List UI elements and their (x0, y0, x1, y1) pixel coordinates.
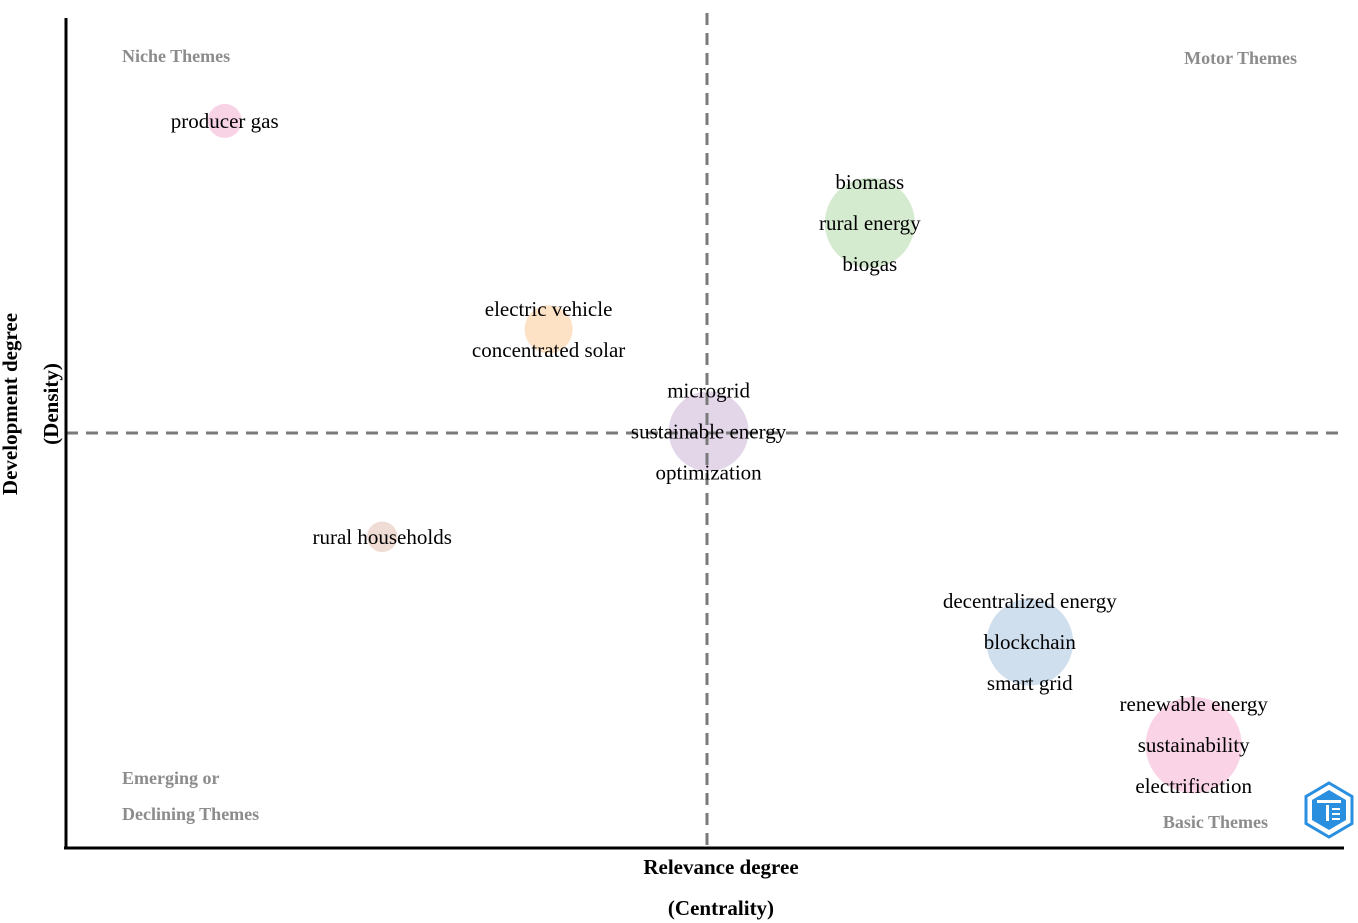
y-axis-title-line2: (Density) (39, 363, 63, 445)
quadrant-label-emerging-line2: Declining Themes (122, 804, 259, 824)
cluster-label-microgrid-2: optimization (656, 460, 763, 484)
bubble-rural-households (367, 521, 398, 552)
cluster-label-decentralized-energy-2: smart grid (987, 671, 1073, 695)
cluster-label-layer: producer gas biomass rural energy biogas ele… (171, 109, 1269, 798)
quadrant-label-niche: Niche Themes (122, 46, 230, 66)
bubble-electric-vehicle (524, 305, 573, 354)
cluster-label-renewable-energy-0: renewable energy (1120, 692, 1269, 716)
cluster-label-biomass-1: rural energy (819, 211, 921, 235)
cluster-label-electric-vehicle-1: concentrated solar (472, 338, 625, 362)
cluster-label-producer-gas-0: producer gas (171, 109, 279, 133)
cluster-label-electric-vehicle-0: electric vehicle (485, 297, 613, 321)
cluster-label-rural-households-0: rural households (312, 525, 451, 549)
cluster-label-biomass-0: biomass (835, 170, 904, 194)
bubble-biomass (824, 178, 915, 268)
cluster-label-microgrid-0: microgrid (667, 378, 750, 402)
cluster-label-renewable-energy-1: sustainability (1138, 733, 1250, 757)
quadrant-label-basic: Basic Themes (1163, 812, 1268, 832)
x-axis-title-line1: Relevance degree (643, 855, 798, 879)
cluster-label-microgrid-1: sustainable energy (631, 419, 787, 443)
quadrant-label-motor: Motor Themes (1184, 48, 1297, 68)
bubble-renewable-energy (1145, 697, 1242, 794)
bubble-microgrid (668, 391, 749, 472)
logo-icon (1304, 781, 1354, 839)
cluster-label-renewable-energy-2: electrification (1135, 774, 1252, 798)
quadrant-label-emerging-line1: Emerging or (122, 768, 219, 788)
y-axis-title-line1: Development degree (0, 313, 22, 495)
cluster-label-decentralized-energy-0: decentralized energy (943, 589, 1117, 613)
bubble-layer (207, 103, 1242, 794)
bubble-decentralized-energy (986, 598, 1074, 686)
bubble-producer-gas (207, 103, 242, 138)
cluster-label-biomass-2: biogas (842, 252, 897, 276)
cluster-label-decentralized-energy-1: blockchain (984, 630, 1077, 654)
x-axis-title-line2: (Centrality) (668, 896, 774, 920)
